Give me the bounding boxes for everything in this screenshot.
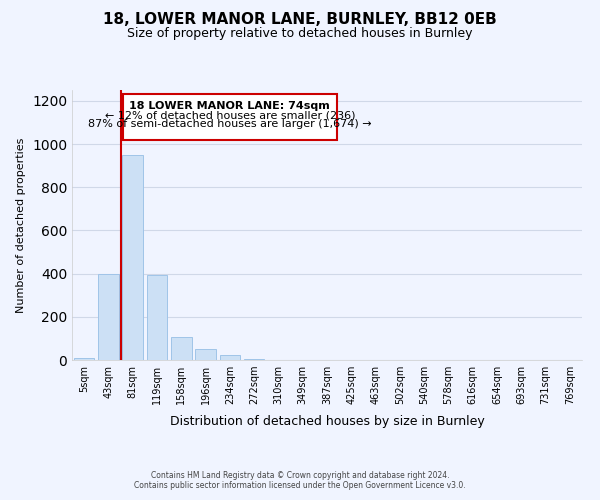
Bar xyxy=(244,359,265,360)
Bar xyxy=(98,274,119,360)
Bar xyxy=(122,155,143,360)
Bar xyxy=(195,349,216,360)
Text: 18, LOWER MANOR LANE, BURNLEY, BB12 0EB: 18, LOWER MANOR LANE, BURNLEY, BB12 0EB xyxy=(103,12,497,28)
Bar xyxy=(123,94,337,140)
Text: ← 12% of detached houses are smaller (236): ← 12% of detached houses are smaller (23… xyxy=(104,110,355,120)
Y-axis label: Number of detached properties: Number of detached properties xyxy=(16,138,26,312)
Text: 18 LOWER MANOR LANE: 74sqm: 18 LOWER MANOR LANE: 74sqm xyxy=(130,101,330,111)
Text: 87% of semi-detached houses are larger (1,674) →: 87% of semi-detached houses are larger (… xyxy=(88,119,371,129)
Bar xyxy=(171,338,191,360)
X-axis label: Distribution of detached houses by size in Burnley: Distribution of detached houses by size … xyxy=(170,416,484,428)
Text: Size of property relative to detached houses in Burnley: Size of property relative to detached ho… xyxy=(127,28,473,40)
Bar xyxy=(74,358,94,360)
Text: Contains public sector information licensed under the Open Government Licence v3: Contains public sector information licen… xyxy=(134,481,466,490)
Bar xyxy=(146,275,167,360)
Bar xyxy=(220,355,240,360)
Text: Contains HM Land Registry data © Crown copyright and database right 2024.: Contains HM Land Registry data © Crown c… xyxy=(151,471,449,480)
